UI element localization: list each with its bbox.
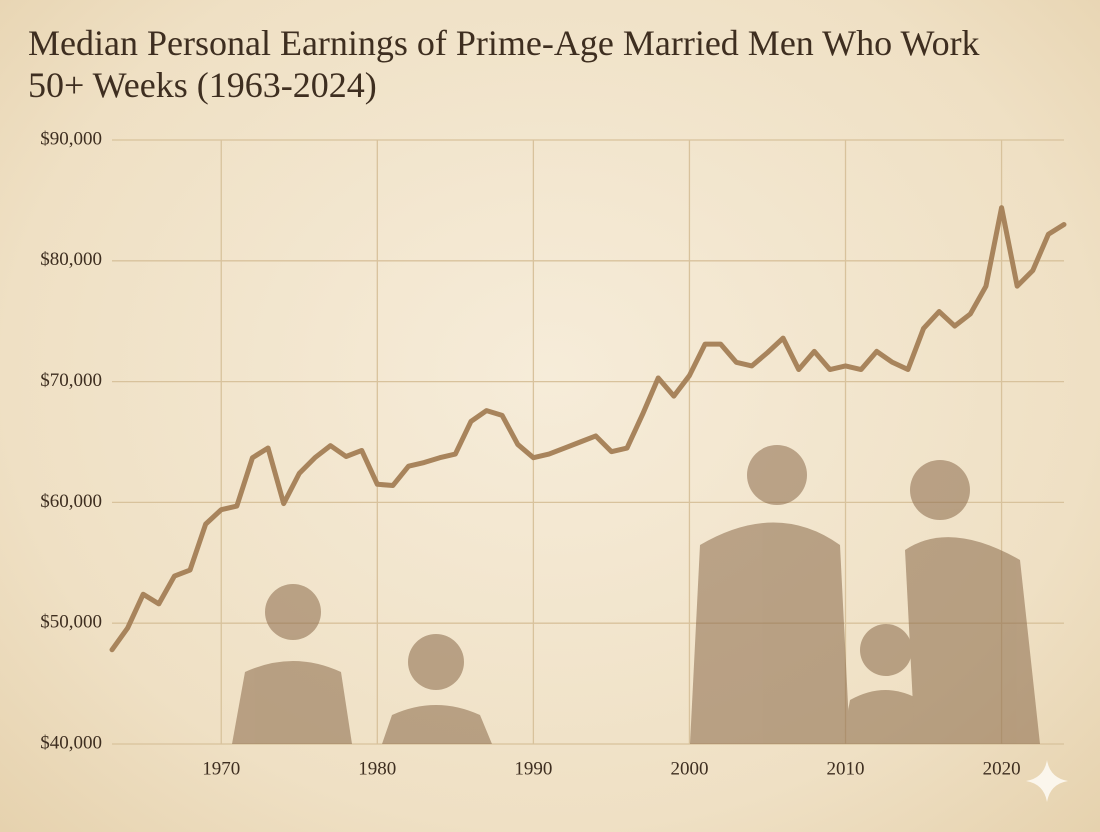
chart-title: Median Personal Earnings of Prime-Age Ma… xyxy=(28,23,980,105)
y-tick-label: $70,000 xyxy=(40,370,102,391)
sparkle-icon xyxy=(1026,760,1068,802)
y-tick-label: $50,000 xyxy=(40,612,102,633)
y-tick-label: $90,000 xyxy=(40,128,102,149)
x-tick-label: 2000 xyxy=(670,758,708,779)
y-tick-label: $40,000 xyxy=(40,732,102,753)
x-tick-label: 1980 xyxy=(358,758,396,779)
x-tick-label: 1990 xyxy=(514,758,552,779)
line-series xyxy=(109,205,1067,653)
illustration xyxy=(232,445,1040,744)
x-tick-label: 2020 xyxy=(983,758,1021,779)
y-tick-label: $60,000 xyxy=(40,491,102,512)
x-tick-label: 2010 xyxy=(827,758,865,779)
y-tick-label: $80,000 xyxy=(40,249,102,270)
x-tick-label: 1970 xyxy=(202,758,240,779)
